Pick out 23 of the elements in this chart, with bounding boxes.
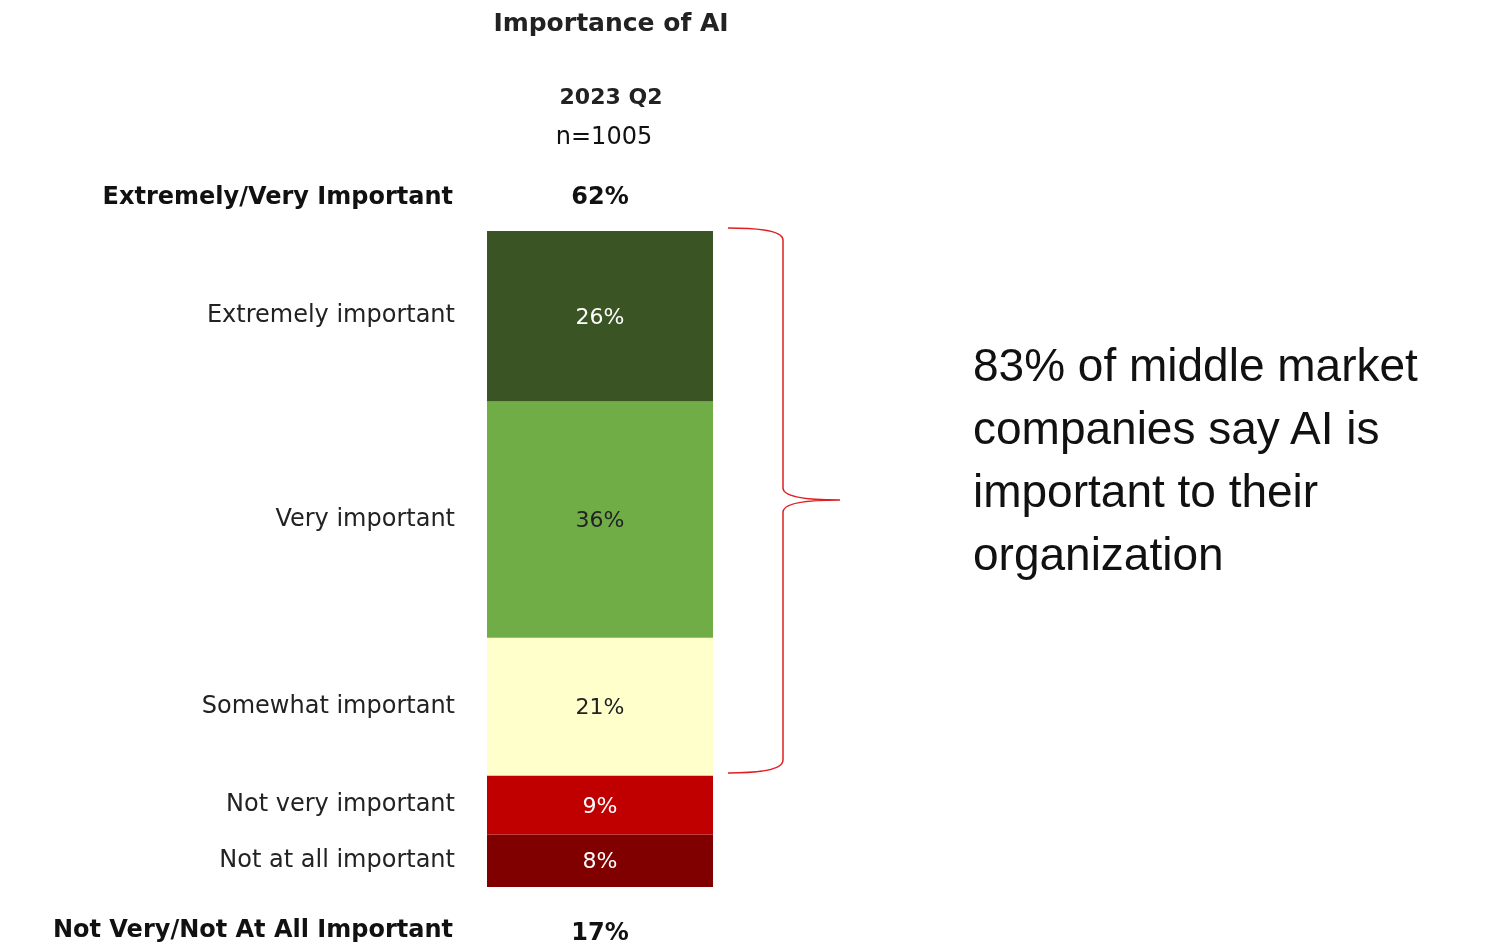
data-label: 26%: [575, 303, 625, 329]
bar: [487, 775, 713, 835]
text: Not Very/Not At All Important: [52, 915, 453, 943]
series-label: Extremely important: [206, 300, 455, 329]
data-label: 21%: [575, 694, 625, 720]
text: 17%: [571, 918, 629, 946]
text: 83% of middle market companies say AI is important to their organization: [973, 338, 1431, 580]
series-label: Very important: [275, 503, 455, 532]
series-label: Somewhat important: [201, 690, 455, 719]
bar: [487, 834, 713, 887]
text: n=1005: [555, 122, 653, 150]
data-label: 36%: [575, 507, 625, 533]
data-label: 9%: [582, 792, 618, 818]
chart-title: Importance of AI: [493, 8, 729, 37]
bar: [487, 637, 713, 776]
bar: [487, 231, 713, 402]
data-label: 8%: [582, 848, 618, 874]
series-label: Not very important: [226, 789, 455, 817]
text: Extremely/Very Important: [102, 182, 453, 210]
series-label: Not at all important: [219, 844, 455, 873]
chart-subtitle: 2023 Q2: [559, 83, 663, 109]
bar: [487, 401, 713, 638]
text: 62%: [571, 182, 629, 210]
